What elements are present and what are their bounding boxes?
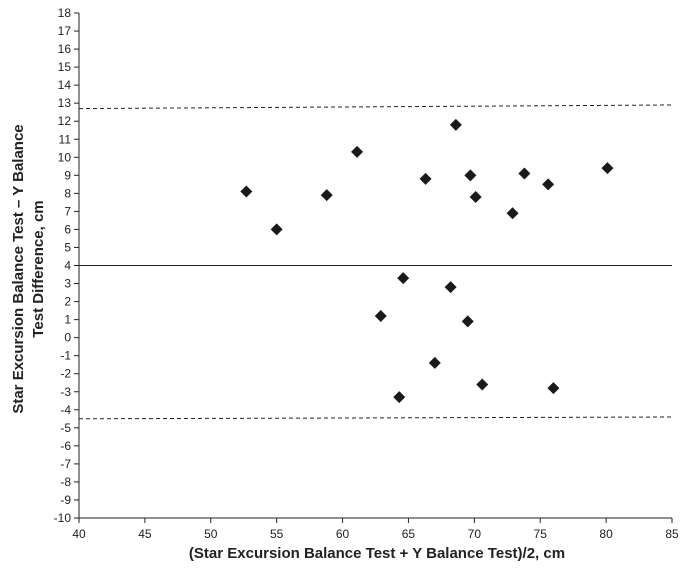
reference-lines [78,104,673,420]
data-point [444,281,457,294]
y-tick-label: 6 [64,222,71,236]
y-tick-label: -8 [60,475,71,489]
y-tick-label: 9 [64,168,71,182]
x-tick-label: 75 [534,527,548,541]
limit-of-agreement-line [78,416,673,420]
data-point [397,272,410,285]
data-point [547,382,560,395]
y-tick-label: -6 [60,439,71,453]
y-tick-label: -5 [60,421,71,435]
x-axis-title: (Star Excursion Balance Test + Y Balance… [189,545,565,562]
x-tick-label: 50 [204,527,218,541]
y-tick-label: -7 [60,457,71,471]
y-tick-label: -2 [60,367,71,381]
y-axis-title-line-2: Test Difference, cm [30,200,47,337]
data-point [419,172,432,185]
y-tick-label: -9 [60,493,71,507]
limit-of-agreement-line [78,104,673,110]
x-tick-label: 55 [270,527,284,541]
y-tick-label: -3 [60,385,71,399]
x-axis-ticks: 40 45 50 55 60 65 70 75 80 85 [72,518,679,541]
data-point [320,189,333,202]
y-tick-label: 5 [64,240,71,254]
data-point [476,378,489,391]
y-tick-label: 17 [58,24,72,38]
data-point [374,310,387,322]
data-point [601,162,614,175]
y-tick-label: 3 [64,277,71,291]
x-tick-label: 85 [665,527,679,541]
y-tick-label: 8 [64,186,71,200]
data-point [270,223,283,236]
y-tick-label: 16 [58,42,72,56]
x-tick-label: 70 [468,527,482,541]
y-tick-label: 14 [58,78,72,92]
data-point [461,315,474,328]
data-point [464,169,477,182]
data-points [240,118,614,404]
x-tick-label: 80 [599,527,613,541]
y-tick-label: 2 [64,295,71,309]
data-point [542,178,555,191]
data-point [393,391,406,404]
y-tick-label: -4 [60,403,71,417]
y-tick-label: 11 [59,132,72,146]
data-point [506,207,519,220]
data-point [351,145,364,158]
data-point [240,185,253,198]
y-axis-ticks: -10-9-8-7-6-5-4-3-2-10123456789101112131… [54,6,79,525]
y-tick-label: 18 [58,6,72,20]
y-axis-title-line-1: Star Excursion Balance Test – Y Balance [10,124,27,413]
y-tick-label: 0 [64,331,71,345]
data-point [469,190,482,203]
data-point [518,167,531,180]
y-tick-label: 13 [58,96,72,110]
y-tick-label: -1 [60,349,71,363]
y-tick-label: 15 [58,60,72,74]
x-tick-label: 45 [138,527,152,541]
data-point [428,356,441,369]
data-point [449,118,462,131]
y-tick-label: 4 [64,259,71,273]
y-tick-label: 12 [58,114,72,128]
x-tick-label: 65 [402,527,416,541]
y-tick-label: 7 [64,204,71,218]
x-tick-label: 40 [72,527,86,541]
y-tick-label: 10 [58,150,72,164]
x-tick-label: 60 [336,527,350,541]
y-tick-label: -10 [54,511,72,525]
y-tick-label: 1 [64,313,71,327]
